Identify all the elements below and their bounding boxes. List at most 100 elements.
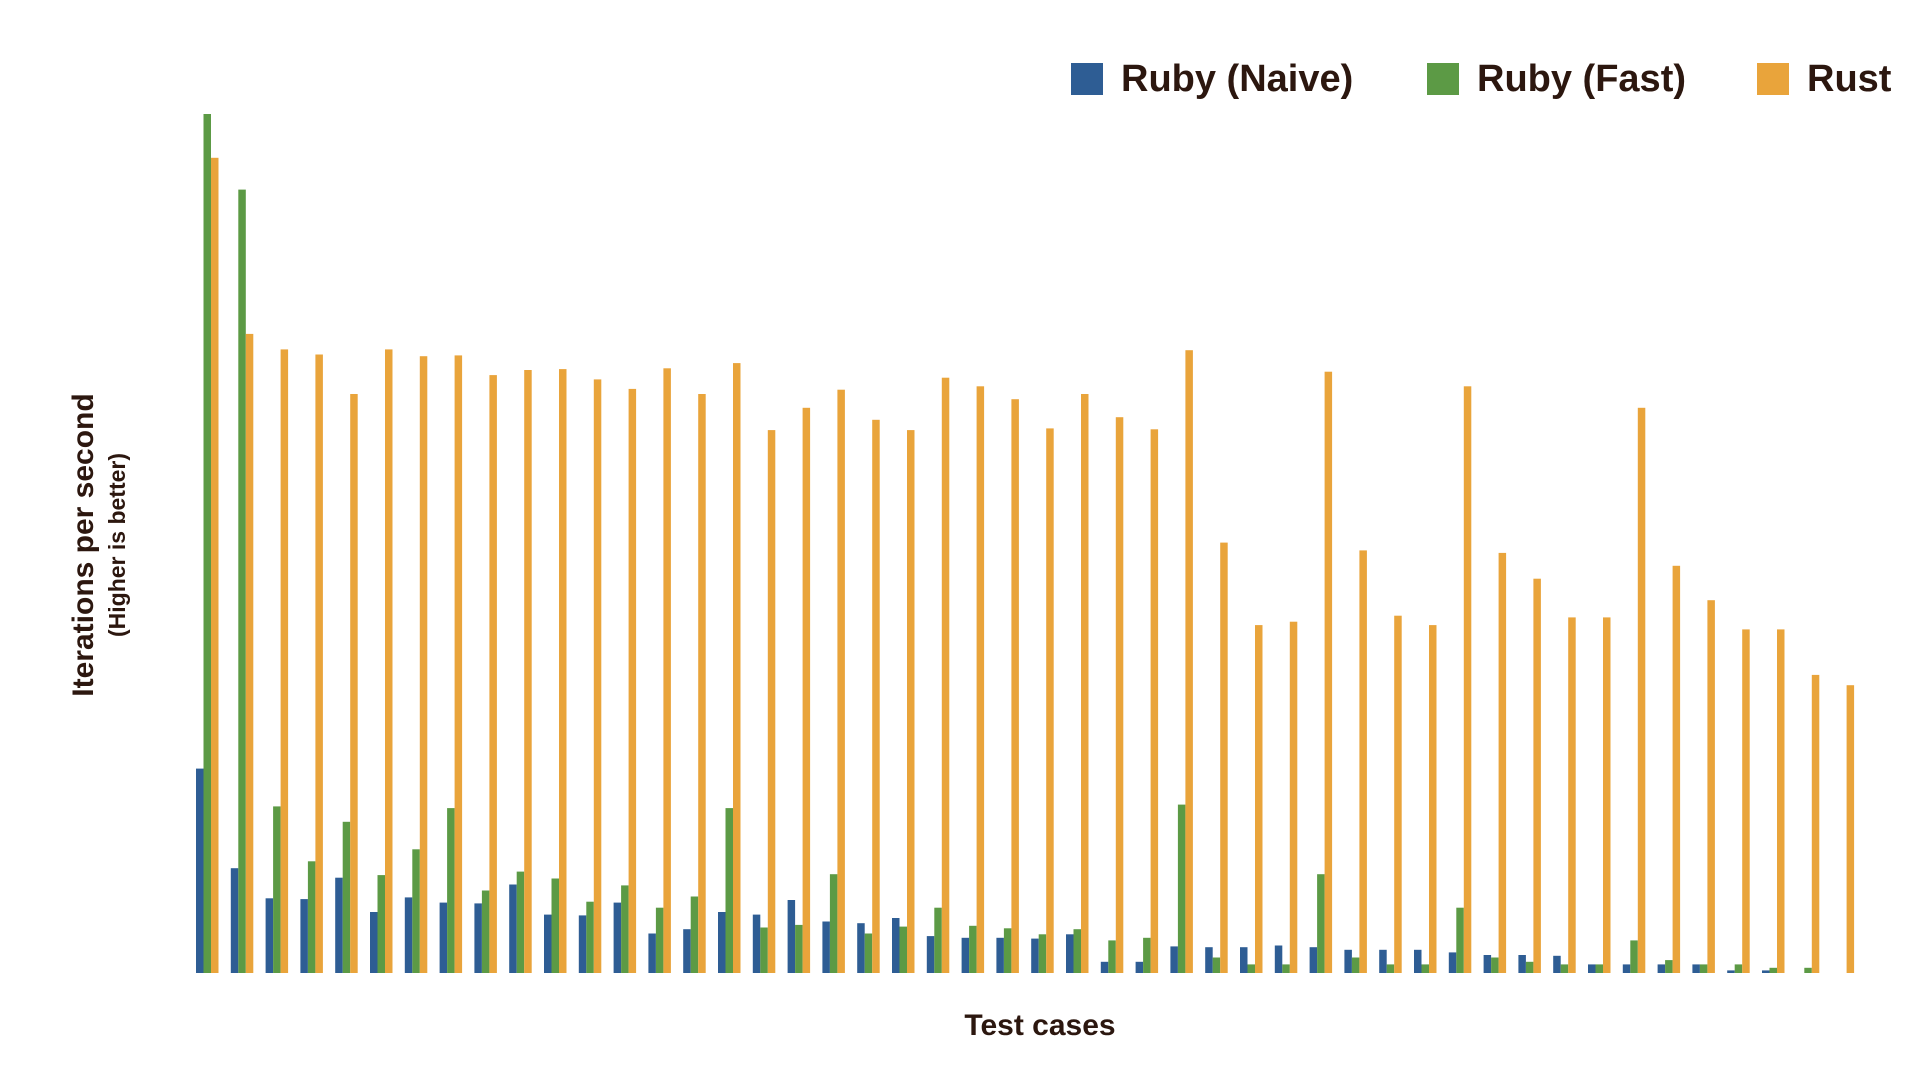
bar-rust-14 bbox=[663, 368, 671, 973]
bar-ruby-naive-34 bbox=[1344, 949, 1352, 973]
bar-rust-24 bbox=[1011, 399, 1019, 973]
bar-rust-22 bbox=[941, 377, 950, 973]
bar-ruby-naive-38 bbox=[1483, 955, 1492, 973]
bar-ruby-naive-19 bbox=[822, 921, 830, 973]
bar-ruby-naive-33 bbox=[1309, 947, 1318, 973]
bar-ruby-naive-13 bbox=[613, 902, 622, 973]
bar-ruby-naive-26 bbox=[1066, 934, 1074, 973]
bar-ruby-fast-28 bbox=[1143, 937, 1151, 973]
bar-ruby-fast-39 bbox=[1525, 961, 1534, 973]
bar-ruby-fast-34 bbox=[1351, 957, 1360, 973]
bar-ruby-naive-20 bbox=[857, 923, 865, 973]
bar-ruby-naive-10 bbox=[509, 884, 517, 973]
bar-ruby-fast-1 bbox=[203, 114, 211, 973]
bar-ruby-fast-41 bbox=[1595, 964, 1603, 973]
bar-ruby-naive-17 bbox=[752, 914, 761, 973]
bar-rust-30 bbox=[1220, 542, 1228, 973]
bar-ruby-naive-22 bbox=[926, 936, 935, 973]
bar-ruby-naive-3 bbox=[265, 898, 274, 973]
bar-rust-37 bbox=[1463, 386, 1472, 973]
bar-ruby-naive-24 bbox=[996, 937, 1004, 973]
legend-swatch-ruby-fast bbox=[1427, 63, 1459, 95]
bar-rust-32 bbox=[1289, 621, 1298, 973]
bar-ruby-naive-5 bbox=[335, 877, 343, 973]
bar-ruby-naive-28 bbox=[1135, 961, 1144, 973]
bar-rust-4 bbox=[315, 354, 323, 973]
bar-rust-23 bbox=[976, 386, 985, 973]
bar-rust-8 bbox=[454, 355, 463, 973]
bar-rust-40 bbox=[1568, 617, 1576, 973]
bar-ruby-fast-12 bbox=[586, 901, 594, 973]
bar-rust-6 bbox=[385, 349, 393, 973]
bar-rust-43 bbox=[1672, 565, 1681, 973]
bar-ruby-fast-11 bbox=[551, 878, 559, 973]
legend-swatch-rust bbox=[1757, 63, 1789, 95]
bar-ruby-naive-1 bbox=[196, 768, 204, 973]
bar-rust-26 bbox=[1081, 394, 1089, 973]
bar-rust-36 bbox=[1429, 625, 1437, 973]
legend-swatch-ruby-naive bbox=[1071, 63, 1103, 95]
bar-rust-13 bbox=[628, 388, 637, 973]
bar-rust-7 bbox=[419, 356, 428, 973]
bar-ruby-naive-15 bbox=[683, 929, 691, 973]
bar-ruby-naive-14 bbox=[648, 933, 656, 973]
bar-ruby-fast-7 bbox=[412, 849, 420, 973]
bar-ruby-naive-36 bbox=[1414, 949, 1422, 973]
bar-ruby-fast-23 bbox=[969, 925, 977, 973]
bar-ruby-naive-30 bbox=[1205, 947, 1213, 973]
bar-ruby-fast-5 bbox=[342, 821, 351, 973]
bar-rust-3 bbox=[280, 349, 289, 973]
bar-rust-44 bbox=[1707, 600, 1715, 973]
bar-rust-17 bbox=[767, 430, 776, 974]
legend-label-rust: Rust bbox=[1807, 58, 1892, 100]
bar-ruby-naive-27 bbox=[1100, 961, 1109, 973]
bar-ruby-fast-17 bbox=[760, 927, 768, 973]
bar-ruby-fast-42 bbox=[1630, 940, 1638, 973]
bar-ruby-fast-9 bbox=[481, 890, 490, 973]
bar-rust-21 bbox=[907, 430, 915, 974]
bar-ruby-naive-4 bbox=[300, 899, 308, 973]
bar-rust-33 bbox=[1324, 371, 1333, 973]
bar-ruby-fast-14 bbox=[655, 907, 664, 973]
bar-ruby-naive-41 bbox=[1588, 964, 1596, 973]
y-axis-title-group: Iterations per second (Higher is better) bbox=[67, 393, 130, 696]
bar-ruby-naive-32 bbox=[1274, 945, 1283, 973]
bar-rust-47 bbox=[1811, 674, 1820, 973]
bar-ruby-naive-21 bbox=[892, 918, 900, 973]
bar-ruby-naive-2 bbox=[230, 868, 239, 973]
bar-ruby-naive-6 bbox=[370, 912, 378, 973]
y-axis-title: Iterations per second bbox=[67, 393, 100, 696]
bar-rust-11 bbox=[559, 369, 567, 974]
bar-rust-48 bbox=[1846, 685, 1855, 973]
bar-ruby-fast-26 bbox=[1073, 929, 1081, 973]
bar-ruby-fast-45 bbox=[1734, 964, 1743, 973]
bar-rust-25 bbox=[1046, 428, 1054, 973]
bar-ruby-fast-25 bbox=[1038, 934, 1047, 973]
bar-ruby-naive-42 bbox=[1622, 964, 1631, 973]
bar-rust-9 bbox=[489, 375, 497, 974]
bar-rust-19 bbox=[837, 389, 845, 973]
bar-ruby-fast-31 bbox=[1247, 964, 1255, 973]
bar-ruby-fast-30 bbox=[1212, 957, 1221, 973]
bar-ruby-naive-40 bbox=[1553, 955, 1561, 973]
legend-label-ruby-naive: Ruby (Naive) bbox=[1121, 58, 1353, 100]
bar-rust-39 bbox=[1533, 578, 1541, 973]
bar-ruby-fast-35 bbox=[1386, 964, 1395, 973]
legend-label-ruby-fast: Ruby (Fast) bbox=[1477, 58, 1686, 100]
legend-item-ruby-naive: Ruby (Naive) bbox=[1071, 58, 1353, 100]
bar-ruby-fast-36 bbox=[1421, 964, 1429, 973]
bar-ruby-fast-21 bbox=[899, 926, 907, 973]
bar-rust-12 bbox=[593, 379, 602, 973]
bar-ruby-naive-12 bbox=[578, 915, 587, 973]
bar-ruby-naive-9 bbox=[474, 903, 482, 973]
bar-ruby-naive-18 bbox=[787, 900, 796, 973]
y-axis-subtitle: (Higher is better) bbox=[104, 453, 130, 637]
bar-ruby-naive-31 bbox=[1240, 947, 1248, 973]
bar-ruby-fast-46 bbox=[1769, 967, 1777, 973]
bar-rust-28 bbox=[1150, 429, 1159, 973]
legend-item-rust: Rust bbox=[1757, 58, 1892, 100]
bar-ruby-fast-32 bbox=[1282, 964, 1290, 973]
bar-ruby-fast-6 bbox=[377, 875, 385, 973]
bar-rust-2 bbox=[245, 333, 254, 973]
